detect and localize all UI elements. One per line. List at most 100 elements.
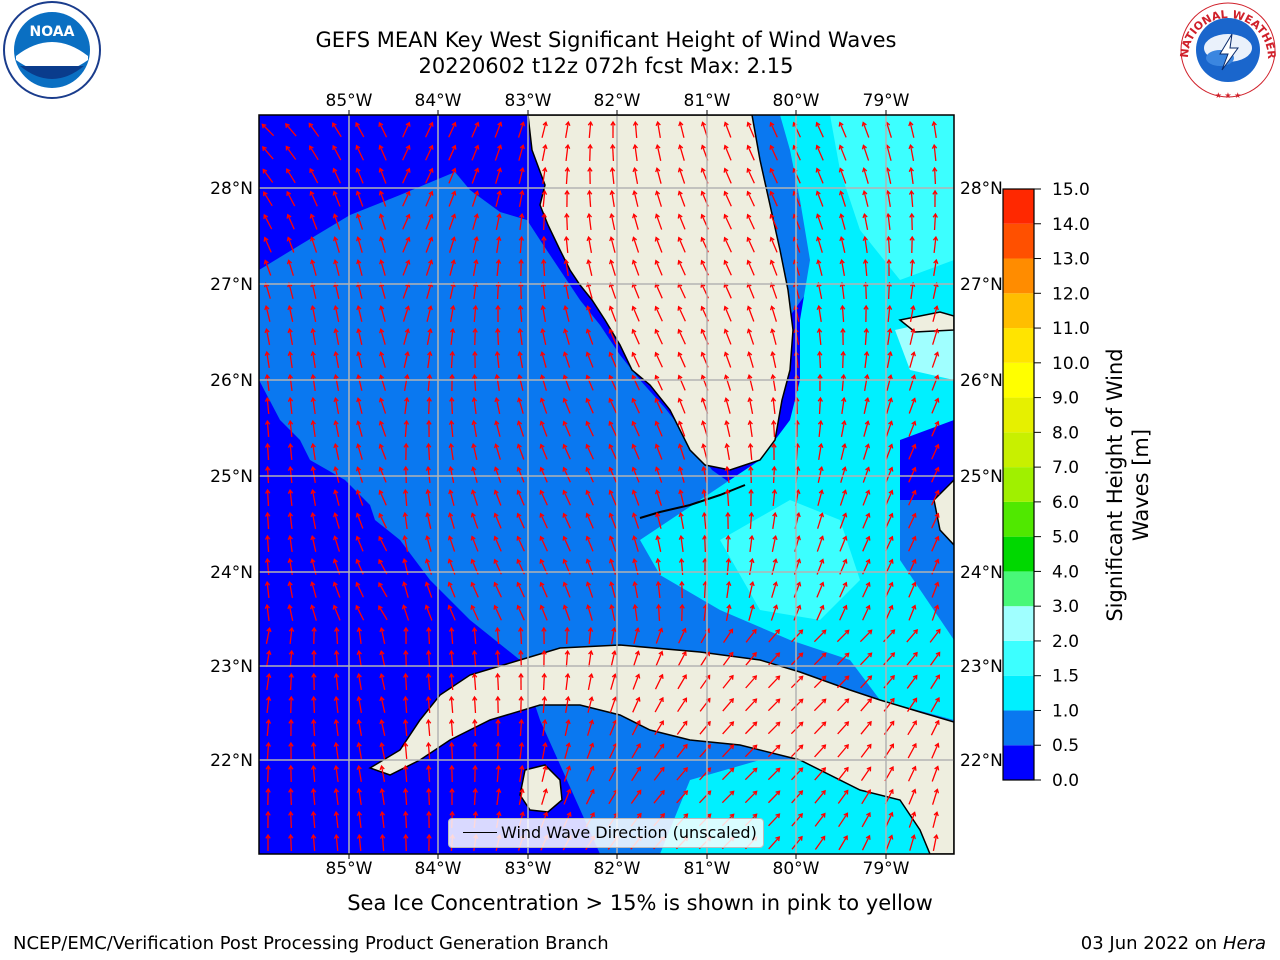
wind-arrow [863,350,870,369]
wind-arrow [585,788,595,805]
wind-arrow [355,167,364,184]
wind-arrow [264,534,271,553]
wind-arrow [493,535,502,552]
wind-arrow [929,628,941,643]
wind-arrow [655,120,661,138]
wind-arrow [586,719,595,736]
wind-arrow [427,350,433,369]
wind-arrow [725,511,731,530]
wind-arrow [862,190,869,207]
wind-arrow [654,696,664,713]
wind-arrow [771,442,777,461]
wind-arrow [721,767,735,781]
wind-arrow [813,675,827,689]
lon-tick-label: 79°W [863,91,910,111]
wind-arrow [379,328,386,345]
wind-arrow [311,626,317,645]
wind-arrow [473,281,479,300]
wind-arrow [265,442,271,461]
wind-arrow [287,603,294,621]
wind-arrow [885,604,894,621]
wind-arrow [724,442,731,460]
wind-arrow [608,489,617,506]
wind-arrow [332,167,341,184]
colorbar-segment [1003,675,1034,711]
chart-subtitle: 20220602 t12z 072h fcst Max: 2.15 [418,54,794,78]
wind-arrow [493,466,502,483]
wind-arrow [425,465,432,484]
colorbar-frame [1002,188,1035,781]
wind-arrow [932,166,938,185]
wind-arrow [654,259,663,276]
wind-arrow [541,788,549,805]
wind-arrow [517,121,526,138]
wind-arrow [632,166,639,184]
wind-arrow [333,489,340,506]
wind-arrow [426,327,433,345]
wind-arrow [495,672,501,691]
wind-arrow [539,581,548,598]
wind-arrow [402,695,409,714]
colorbar-tick-label: 1.5 [1052,667,1079,687]
wind-arrow [885,581,894,598]
wind-arrow [286,236,295,253]
wind-arrow [425,190,434,207]
wind-arrow [356,259,363,276]
wind-arrow [932,212,938,231]
wind-arrow [333,810,340,829]
wind-arrow [333,466,340,483]
wind-arrow [448,649,455,668]
wind-arrow [655,534,662,552]
wind-arrow [745,698,758,712]
wind-arrow [563,788,572,805]
wind-arrow [931,351,940,368]
wind-arrow [585,328,594,345]
wind-arrow [379,259,386,276]
wind-arrow [541,765,548,782]
wind-arrow [447,535,456,552]
wind-arrow [931,788,940,805]
wind-arrow [655,512,662,529]
wind-arrow [770,373,776,391]
wind-arrow [562,604,571,621]
wind-arrow [264,350,270,369]
wind-arrow [679,580,685,599]
wind-arrow [562,581,571,598]
wind-arrow [768,813,781,827]
wind-arrow [631,259,640,276]
wind-arrow [632,213,639,230]
wind-arrow [425,121,434,138]
wind-arrow [517,397,524,414]
wind-arrow [472,236,479,253]
wind-arrow [814,835,826,850]
wind-arrow [541,121,548,138]
wind-arrow [563,765,572,782]
wind-arrow [656,603,662,622]
wind-arrow [886,374,893,391]
wind-arrow [677,420,686,437]
wind-arrow [448,121,457,138]
colorbar-tick-label: 0.5 [1052,736,1079,756]
wind-arrow [746,328,755,345]
wind-arrow [287,488,294,507]
wind-arrow [426,810,432,829]
wind-arrow [906,697,918,712]
wind-arrow [677,213,686,230]
wind-arrow [493,604,502,621]
wind-arrow [861,834,871,851]
wind-arrow [403,419,410,438]
wind-arrow [542,718,548,737]
wind-arrow [332,144,342,161]
run-date-text: 03 Jun 2022 on [1080,933,1218,954]
wind-arrow [931,397,940,414]
wind-arrow [932,811,939,828]
wind-arrow [744,767,758,781]
wind-arrow [495,190,502,207]
wind-arrow [425,236,434,253]
wind-arrow [309,213,318,230]
wind-arrow [402,764,409,783]
wind-arrow [288,672,294,691]
wind-arrow [333,350,340,368]
wind-arrow [632,535,639,552]
wind-arrow [814,744,827,758]
